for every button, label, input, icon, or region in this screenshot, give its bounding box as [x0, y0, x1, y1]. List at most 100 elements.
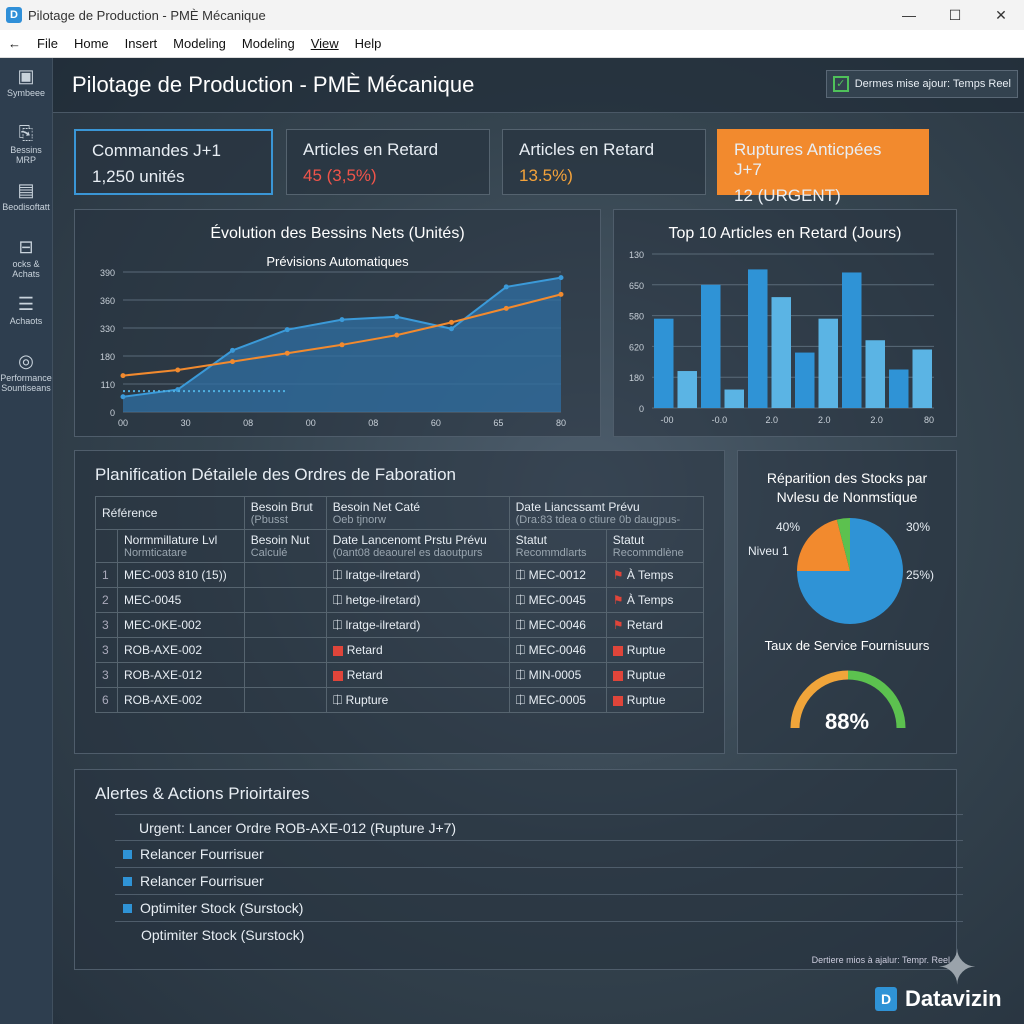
- alert-item[interactable]: Optimiter Stock (Surstock): [141, 927, 305, 943]
- data-point: [120, 394, 126, 400]
- data-point: [449, 326, 454, 332]
- table-row[interactable]: 6 ROB-AXE-002 ⎅ Rupture ⎅ MEC-0005 Ruptue: [95, 687, 705, 713]
- x-tick-label: 00: [306, 418, 316, 428]
- bullet-icon: [123, 877, 132, 886]
- header-cell: [95, 529, 118, 563]
- menu-view[interactable]: View: [310, 36, 339, 51]
- back-arrow-icon[interactable]: ←: [8, 36, 21, 51]
- alerts-panel: Alertes & Actions Prioirtaires Urgent: L…: [74, 769, 963, 970]
- y-tick-label: 650: [629, 281, 644, 291]
- table-panel: Planification Détailele des Ordres de Fa…: [74, 450, 725, 754]
- y-tick-label: 180: [629, 373, 644, 383]
- table-cell: ⎅ Rupture: [325, 687, 510, 713]
- header-cell[interactable]: Date Liancssamt Prévu (Dra:83 tdea o ctiu…: [508, 496, 705, 530]
- pie-label: 30%: [906, 520, 930, 534]
- table-cell: Ruptue: [605, 662, 705, 688]
- bar: [701, 284, 721, 408]
- flag-icon: [612, 645, 623, 656]
- y-tick-label: 360: [100, 296, 115, 306]
- pie-chart: 40% Niveu 1 30% 25%): [748, 518, 934, 729]
- header-cell[interactable]: Besoin Net Caté Oeb tjnorw: [325, 496, 510, 530]
- menu-file[interactable]: File: [37, 36, 58, 51]
- table-cell: [243, 687, 327, 713]
- table-cell: [243, 562, 327, 588]
- bar: [724, 389, 744, 408]
- kpi-commandes: Commandes J+1 1,250 unités: [74, 129, 273, 195]
- table-row[interactable]: 3 ROB-AXE-012 Retard ⎅ MIN-0005 Ruptue: [95, 662, 705, 688]
- table-title: Planification Détailele des Ordres de Fa…: [95, 465, 456, 484]
- kpi-retard: Articles en Retard 45 (3,5%): [286, 129, 490, 195]
- window-title: Pilotage de Production - PMÈ Mécanique: [28, 7, 266, 23]
- header-cell[interactable]: Normmillature Lvl Normticatare: [117, 529, 245, 563]
- main-area: Pilotage de Production - PMÈ Mécanique ✓…: [53, 58, 1024, 1024]
- table-row[interactable]: 3 MEC-0KE-002 ⎅ lratge-ilretard) ⎅ MEC-0046…: [95, 612, 705, 638]
- check-icon: ✓: [832, 76, 849, 92]
- maximize-button[interactable]: ☐: [948, 6, 962, 23]
- table-row[interactable]: 3 ROB-AXE-002 Retard ⎅ MEC-0046 Ruptue: [95, 637, 705, 663]
- menu-modeling[interactable]: Modeling: [173, 36, 226, 51]
- bar: [748, 269, 768, 408]
- data-point: [175, 367, 181, 373]
- close-button[interactable]: ✕: [995, 6, 1007, 23]
- table-cell: ⎅ lratge-ilretard): [325, 562, 510, 588]
- box-icon: ⎅: [515, 667, 529, 682]
- alert-item[interactable]: Optimiter Stock (Surstock): [115, 895, 963, 922]
- data-point: [394, 332, 400, 338]
- table-cell: ⚑ À Temps: [605, 562, 705, 588]
- table-cell: ⎅ MEC-0005: [508, 687, 607, 713]
- header-cell[interactable]: Référence: [95, 496, 245, 530]
- pie-label: 25%): [906, 568, 934, 582]
- sidebar-item-0[interactable]: ▣ Symbeee: [0, 58, 52, 115]
- toolbox-icon: ▣: [17, 66, 35, 86]
- x-tick-label: 08: [243, 418, 253, 428]
- x-tick-label: 00: [118, 418, 128, 428]
- data-point: [339, 342, 345, 348]
- menu-help[interactable]: Help: [354, 36, 382, 51]
- header-cell[interactable]: Statut Recommdlène: [605, 529, 705, 563]
- data-point: [284, 327, 290, 333]
- header-cell[interactable]: Date Lancenomt Prstu Prévu (0ant08 deaour…: [325, 529, 510, 563]
- x-tick-label: 80: [924, 415, 934, 425]
- y-tick-label: 330: [100, 324, 115, 334]
- table-cell: ⎅ MEC-0045: [508, 587, 607, 613]
- bar: [771, 297, 791, 408]
- table-cell: MEC-0045: [117, 587, 245, 613]
- table-cell: 6: [95, 687, 118, 713]
- box-icon: ⎅: [515, 642, 529, 657]
- bullet-icon: [123, 850, 132, 859]
- table-cell: [243, 612, 327, 638]
- x-tick-label: 30: [181, 418, 191, 428]
- menu-modeling-2[interactable]: Modeling: [241, 36, 295, 51]
- sidebar-item-3[interactable]: ⊟ ocks & Achats: [0, 229, 52, 286]
- minimize-button[interactable]: —: [902, 6, 916, 23]
- pie-label: Niveu 1: [748, 544, 789, 558]
- list-icon: ☰: [17, 294, 35, 314]
- alert-item[interactable]: Relancer Fourrisuer: [115, 841, 963, 868]
- data-point: [558, 291, 564, 297]
- data-point: [120, 373, 126, 379]
- sidebar-item-1[interactable]: ⎘ Bessins MRP: [0, 115, 52, 172]
- x-tick-label: 2.0: [870, 415, 883, 425]
- alert-item[interactable]: Urgent: Lancer Ordre ROB-AXE-012 (Ruptur…: [115, 814, 963, 841]
- menu-home[interactable]: Home: [73, 36, 109, 51]
- line-chart-panel: Évolution des Bessins Nets (Unités) Prév…: [74, 209, 601, 437]
- bar-chart-title: Top 10 Articles en Retard (Jours): [668, 225, 902, 242]
- sidebar-item-5[interactable]: ◎ Performance Sountiseans: [0, 351, 52, 393]
- table-row[interactable]: 1 MEC-003 810 (15)) ⎅ lratge-ilretard) ⎅ ME…: [95, 562, 705, 588]
- orders-table: Référence Besoin Brut (Pbusst Besoin Net Ca…: [95, 496, 705, 713]
- header-cell[interactable]: Besoin Brut (Pbusst: [243, 496, 327, 530]
- sidebar-item-2[interactable]: ▤ Beodisoftatt: [0, 172, 52, 229]
- table-row[interactable]: 2 MEC-0045 ⎅ hetge-ilretard) ⎅ MEC-0045 ⚑ À …: [95, 587, 705, 613]
- alert-item[interactable]: Relancer Fourrisuer: [115, 868, 963, 895]
- menu-insert[interactable]: Insert: [124, 36, 158, 51]
- sidebar-item-4[interactable]: ☰ Achaots: [0, 286, 52, 343]
- header-cell[interactable]: Besoin Nut Calculé: [243, 529, 327, 563]
- x-tick-label: 80: [556, 418, 566, 428]
- x-tick-label: -00: [660, 415, 673, 425]
- document-icon: ⎘: [18, 123, 34, 143]
- flag-icon: [332, 645, 343, 656]
- header-cell[interactable]: Statut Recommdlarts: [508, 529, 607, 563]
- last-update: Dertiere mios à ajalur: Tempr. Reel: [811, 955, 950, 965]
- table-cell: ⎅ hetge-ilretard): [325, 587, 510, 613]
- table-cell: ⚑ Retard: [605, 612, 705, 638]
